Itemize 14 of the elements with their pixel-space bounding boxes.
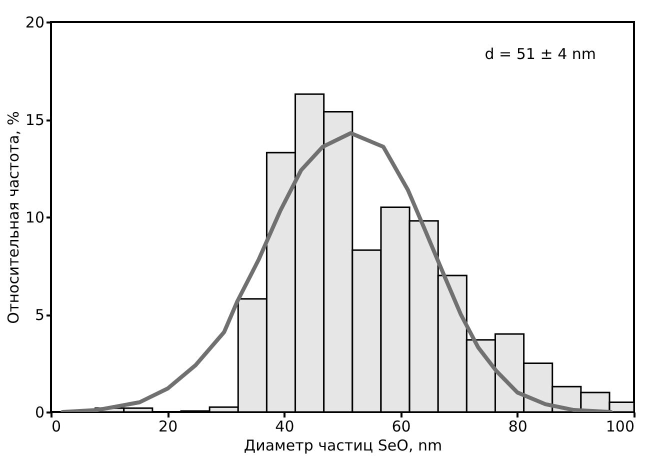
x-tick-label: 20 (158, 418, 178, 436)
y-tick-label: 10 (25, 208, 44, 226)
annotation: d = 51 ± 4 nm (484, 45, 596, 63)
y-tick-label: 20 (25, 14, 44, 32)
x-tick-label: 100 (606, 418, 634, 436)
x-tick-label: 40 (275, 418, 294, 436)
y-tick-label: 0 (34, 404, 44, 422)
x-tick-label: 60 (392, 418, 411, 436)
x-axis-title: Диаметр частиц SeO, nm (244, 436, 442, 454)
x-tick-label: 80 (508, 418, 528, 436)
y-axis-title: Относительная частота, % (4, 111, 22, 324)
y-tick-label: 15 (25, 111, 44, 129)
y-tick-label: 5 (34, 306, 44, 324)
x-tick-label: 0 (52, 418, 62, 436)
